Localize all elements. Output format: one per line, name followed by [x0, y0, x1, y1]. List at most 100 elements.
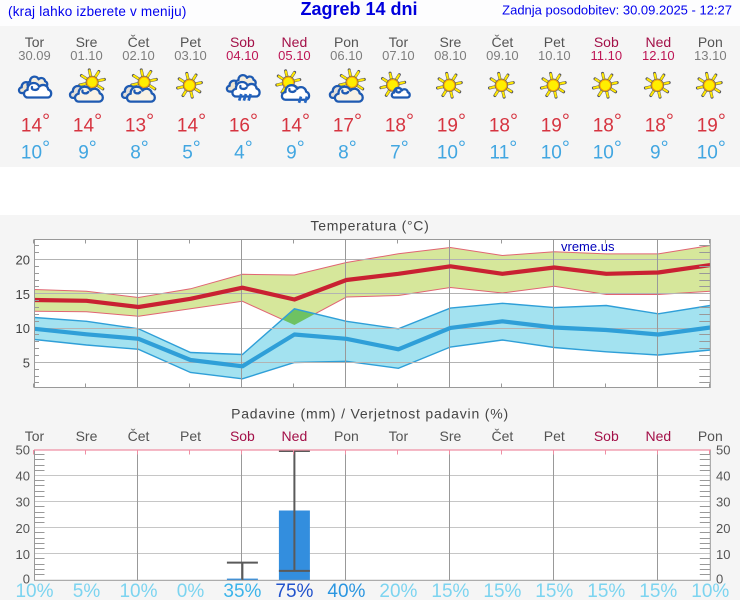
- svg-text:08.10: 08.10: [434, 48, 467, 63]
- svg-text:8°: 8°: [130, 138, 149, 164]
- svg-text:vreme.us: vreme.us: [561, 239, 615, 254]
- svg-text:Pon: Pon: [334, 34, 359, 50]
- svg-text:11°: 11°: [490, 138, 518, 164]
- svg-text:10°: 10°: [21, 138, 50, 164]
- svg-text:10%: 10%: [15, 581, 53, 600]
- svg-text:Tor: Tor: [389, 428, 409, 444]
- svg-text:5°: 5°: [182, 138, 201, 164]
- svg-text:9°: 9°: [78, 138, 97, 164]
- svg-text:10%: 10%: [119, 581, 157, 600]
- svg-text:50: 50: [16, 443, 30, 458]
- svg-text:Pet: Pet: [544, 428, 565, 444]
- svg-text:10°: 10°: [541, 138, 570, 164]
- svg-text:09.10: 09.10: [486, 48, 519, 63]
- svg-text:14°: 14°: [21, 111, 50, 137]
- svg-text:15%: 15%: [587, 581, 625, 600]
- svg-text:10: 10: [16, 321, 30, 336]
- svg-text:10: 10: [16, 547, 30, 562]
- svg-text:15%: 15%: [639, 581, 677, 600]
- svg-text:03.10: 03.10: [174, 48, 207, 63]
- svg-text:Ned: Ned: [645, 34, 671, 50]
- svg-text:17°: 17°: [333, 111, 362, 137]
- svg-text:Ned: Ned: [282, 34, 308, 50]
- svg-text:Ned: Ned: [645, 428, 671, 444]
- svg-text:18°: 18°: [385, 111, 414, 137]
- svg-text:Tor: Tor: [25, 34, 45, 50]
- svg-text:20: 20: [716, 521, 730, 536]
- svg-text:10°: 10°: [593, 138, 622, 164]
- svg-text:8°: 8°: [338, 138, 357, 164]
- svg-text:Sre: Sre: [440, 34, 462, 50]
- svg-text:13°: 13°: [125, 111, 154, 137]
- svg-text:0%: 0%: [177, 581, 205, 600]
- svg-text:15%: 15%: [431, 581, 469, 600]
- svg-text:19°: 19°: [697, 111, 726, 137]
- svg-text:02.10: 02.10: [122, 48, 155, 63]
- svg-text:10%: 10%: [691, 581, 729, 600]
- svg-text:16°: 16°: [229, 111, 258, 137]
- svg-text:75%: 75%: [275, 581, 313, 600]
- svg-text:20%: 20%: [379, 581, 417, 600]
- svg-text:Pet: Pet: [180, 34, 201, 50]
- svg-text:5%: 5%: [73, 581, 101, 600]
- svg-text:18°: 18°: [593, 111, 622, 137]
- svg-text:14°: 14°: [177, 111, 206, 137]
- svg-text:18°: 18°: [489, 111, 518, 137]
- svg-text:20: 20: [16, 253, 30, 268]
- svg-text:19°: 19°: [437, 111, 466, 137]
- svg-text:Sre: Sre: [76, 34, 98, 50]
- svg-text:35%: 35%: [223, 581, 261, 600]
- svg-text:40%: 40%: [327, 581, 365, 600]
- svg-text:Pon: Pon: [698, 428, 723, 444]
- svg-text:5: 5: [23, 356, 30, 371]
- svg-text:Ned: Ned: [282, 428, 308, 444]
- svg-text:50: 50: [716, 443, 730, 458]
- svg-text:Tor: Tor: [25, 428, 45, 444]
- svg-text:Zadnja posodobitev: 30.09.2025: Zadnja posodobitev: 30.09.2025 - 12:27: [502, 3, 732, 18]
- svg-text:Pet: Pet: [544, 34, 565, 50]
- svg-text:05.10: 05.10: [278, 48, 311, 63]
- svg-text:06.10: 06.10: [330, 48, 363, 63]
- svg-text:9°: 9°: [650, 138, 669, 164]
- svg-text:Pet: Pet: [180, 428, 201, 444]
- svg-text:Zagreb 14 dni: Zagreb 14 dni: [300, 0, 417, 19]
- svg-text:01.10: 01.10: [70, 48, 103, 63]
- svg-text:15%: 15%: [483, 581, 521, 600]
- svg-text:20: 20: [16, 521, 30, 536]
- svg-text:15%: 15%: [535, 581, 573, 600]
- svg-text:Tor: Tor: [389, 34, 409, 50]
- svg-text:07.10: 07.10: [382, 48, 415, 63]
- svg-text:Čet: Čet: [128, 34, 150, 50]
- svg-text:Sob: Sob: [230, 428, 255, 444]
- svg-text:Temperatura (°C): Temperatura (°C): [310, 218, 429, 234]
- svg-text:Čet: Čet: [492, 428, 514, 444]
- svg-text:19°: 19°: [541, 111, 570, 137]
- svg-text:Padavine (mm) / Verjetnost pad: Padavine (mm) / Verjetnost padavin (%): [231, 406, 509, 422]
- svg-text:40: 40: [16, 469, 30, 484]
- svg-text:18°: 18°: [645, 111, 674, 137]
- svg-text:Čet: Čet: [492, 34, 514, 50]
- svg-text:4°: 4°: [234, 138, 253, 164]
- svg-text:13.10: 13.10: [694, 48, 727, 63]
- svg-text:Sob: Sob: [594, 34, 619, 50]
- svg-text:15: 15: [16, 287, 30, 302]
- svg-text:30: 30: [16, 495, 30, 510]
- svg-text:Pon: Pon: [334, 428, 359, 444]
- svg-text:9°: 9°: [286, 138, 305, 164]
- svg-text:11.10: 11.10: [591, 48, 623, 63]
- svg-text:30.09: 30.09: [18, 48, 51, 63]
- svg-text:14°: 14°: [73, 111, 102, 137]
- svg-text:Čet: Čet: [128, 428, 150, 444]
- svg-text:(kraj lahko izberete v meniju): (kraj lahko izberete v meniju): [8, 4, 187, 19]
- svg-text:04.10: 04.10: [226, 48, 259, 63]
- svg-text:Sob: Sob: [230, 34, 255, 50]
- svg-text:Sob: Sob: [594, 428, 619, 444]
- svg-text:0: 0: [716, 571, 723, 586]
- svg-text:40: 40: [716, 469, 730, 484]
- svg-text:10°: 10°: [437, 138, 466, 164]
- svg-text:Sre: Sre: [76, 428, 98, 444]
- svg-text:10: 10: [716, 547, 730, 562]
- svg-text:Sre: Sre: [440, 428, 462, 444]
- svg-text:14°: 14°: [281, 111, 310, 137]
- svg-text:Pon: Pon: [698, 34, 723, 50]
